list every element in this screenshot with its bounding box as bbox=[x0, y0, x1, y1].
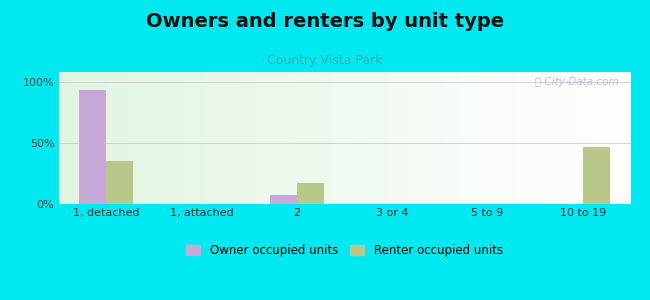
Bar bbox=[583, 147, 610, 204]
Legend: Owner occupied units, Renter occupied units: Owner occupied units, Renter occupied un… bbox=[181, 239, 508, 262]
Bar bbox=[270, 195, 297, 204]
Text: ⓘ City-Data.com: ⓘ City-Data.com bbox=[536, 77, 619, 87]
Text: Country Vista Park: Country Vista Park bbox=[267, 54, 383, 67]
Bar bbox=[79, 90, 106, 204]
Bar bbox=[297, 183, 324, 204]
Bar bbox=[106, 161, 133, 204]
Text: Owners and renters by unit type: Owners and renters by unit type bbox=[146, 12, 504, 31]
